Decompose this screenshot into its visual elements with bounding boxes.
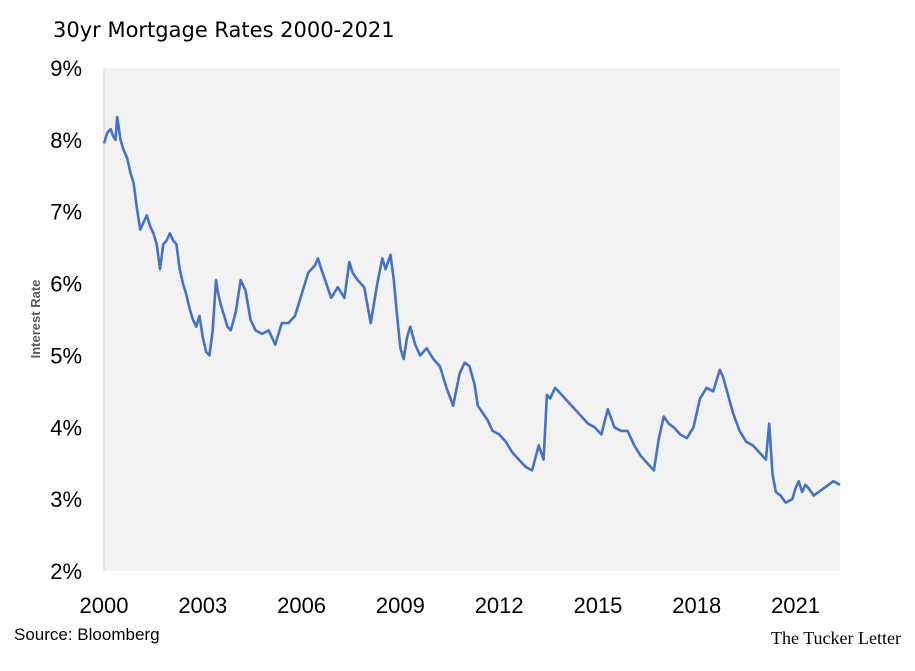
chart-title: 30yr Mortgage Rates 2000-2021 <box>53 18 395 42</box>
x-tick-label: 2021 <box>771 593 820 618</box>
y-tick-label: 8% <box>50 128 82 153</box>
y-axis-label: Interest Rate <box>28 280 43 359</box>
x-tick-label: 2006 <box>277 593 326 618</box>
y-tick-label: 5% <box>50 343 82 368</box>
brand-label: The Tucker Letter <box>771 628 901 648</box>
series-line <box>102 115 841 504</box>
y-tick-label: 2% <box>50 559 82 584</box>
source-note: Source: Bloomberg <box>14 625 160 644</box>
y-tick-label: 7% <box>50 200 82 225</box>
x-tick-label: 2018 <box>672 593 721 618</box>
x-tick-label: 2009 <box>376 593 425 618</box>
y-tick-label: 4% <box>50 415 82 440</box>
x-tick-label: 2012 <box>475 593 524 618</box>
y-tick-label: 3% <box>50 487 82 512</box>
series-group <box>102 115 841 504</box>
x-tick-label: 2003 <box>178 593 227 618</box>
y-tick-label: 9% <box>50 56 82 81</box>
plot-area <box>104 68 840 571</box>
x-tick-label: 2000 <box>80 593 129 618</box>
x-tick-label: 2015 <box>573 593 622 618</box>
y-tick-label: 6% <box>50 272 82 297</box>
x-tick-labels: 2000 2003 2006 2009 2012 2015 2018 2021 <box>80 593 820 618</box>
y-tick-labels: 2% 3% 4% 5% 6% 7% 8% 9% <box>50 56 82 584</box>
